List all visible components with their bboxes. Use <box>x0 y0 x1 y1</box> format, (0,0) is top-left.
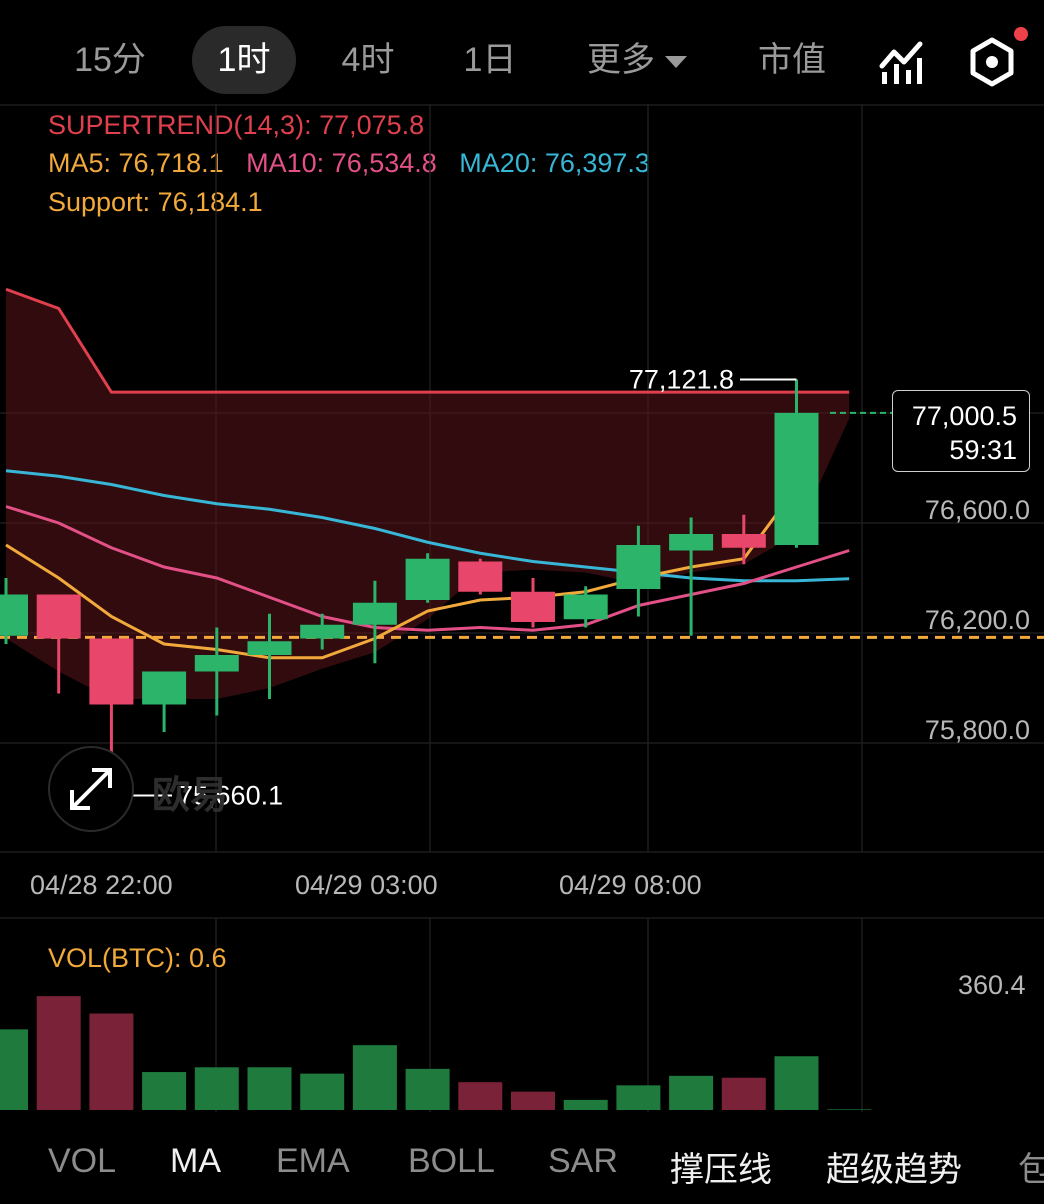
volume-bar <box>300 1073 345 1110</box>
candle-body <box>458 561 503 592</box>
expand-button[interactable] <box>48 746 134 832</box>
candle-body <box>0 594 28 636</box>
candle-countdown: 59:31 <box>949 435 1017 465</box>
hexagon-settings-icon[interactable] <box>966 36 1018 88</box>
volume-bar <box>827 1109 872 1110</box>
ma5-legend: MA5: 76,718.1 <box>48 148 224 178</box>
tab-sar[interactable]: SAR <box>548 1142 618 1180</box>
candle-body <box>563 594 608 620</box>
volume-bar <box>142 1072 187 1110</box>
volume-bar <box>721 1077 766 1110</box>
ma-legend: MA5: 76,718.1 MA10: 76,534.8 MA20: 76,39… <box>48 148 650 179</box>
support-legend: Support: 76,184.1 <box>48 187 263 217</box>
volume-bar <box>352 1045 397 1110</box>
candle-body <box>142 671 187 705</box>
ma5-line <box>5 486 798 660</box>
tab-vol[interactable]: VOL <box>48 1142 117 1180</box>
notification-dot <box>1014 27 1028 41</box>
tab-4h[interactable]: 4时 <box>341 41 395 79</box>
tab-more-label: 更多 <box>587 41 655 79</box>
volume-max-label: 360.4 <box>958 970 1026 1000</box>
last-price-tag: 77,000.5 59:31 <box>892 390 1030 472</box>
y-tick-label: 76,600.0 <box>925 495 1030 525</box>
indicator-tabs: VOL MA EMA BOLL SAR 撑压线 超级趋势 包 <box>0 1118 1044 1204</box>
candle-body <box>352 602 397 625</box>
volume-bar <box>563 1099 608 1110</box>
tab-support-resistance[interactable]: 撑压线 <box>670 1151 772 1189</box>
candle-body <box>89 638 134 705</box>
volume-bar <box>89 1013 134 1110</box>
tab-more-indicators[interactable]: 包 <box>1018 1151 1044 1189</box>
interval-tabs: 15分 1时 4时 1日 更多 市值 <box>0 0 1044 104</box>
watermark: 欧易 <box>152 775 229 817</box>
candle-body <box>300 624 345 639</box>
tab-more[interactable]: 更多 <box>572 26 702 94</box>
tab-market-cap[interactable]: 市值 <box>758 41 826 79</box>
x-label-1: 04/28 22:00 <box>30 870 173 900</box>
volume-bar <box>458 1082 503 1110</box>
tab-ema[interactable]: EMA <box>276 1142 350 1180</box>
volume-bar <box>0 1029 28 1110</box>
tab-1d[interactable]: 1日 <box>463 41 517 79</box>
volume-bar <box>669 1075 714 1110</box>
ma20-legend: MA20: 76,397.3 <box>459 148 650 178</box>
volume-bar <box>774 1056 819 1110</box>
candle-body <box>247 641 292 655</box>
candle-body <box>194 655 239 672</box>
x-label-3: 04/29 08:00 <box>559 870 702 900</box>
candle-body <box>616 545 661 589</box>
ma10-line <box>5 505 850 632</box>
volume-bar <box>36 996 81 1110</box>
volume-bar <box>616 1085 661 1110</box>
candle-body <box>36 594 81 639</box>
volume-bar <box>247 1067 292 1110</box>
supertrend-line <box>5 287 850 394</box>
candle-body <box>774 412 819 545</box>
last-price: 77,000.5 <box>911 401 1017 431</box>
draw-tool-icon[interactable] <box>876 36 928 88</box>
y-tick-label: 75,800.0 <box>925 715 1030 745</box>
tab-supertrend[interactable]: 超级趋势 <box>826 1151 962 1189</box>
tab-1h[interactable]: 1时 <box>192 26 296 94</box>
tab-boll[interactable]: BOLL <box>408 1142 495 1180</box>
volume-bar <box>405 1068 450 1110</box>
volume-bar <box>194 1067 239 1110</box>
ma20-line <box>5 469 850 583</box>
volume-bar <box>511 1091 555 1110</box>
ma10-legend: MA10: 76,534.8 <box>246 148 437 178</box>
y-tick-label: 76,200.0 <box>925 605 1030 635</box>
tab-ma[interactable]: MA <box>170 1142 221 1180</box>
high-label: 77,121.8 <box>629 365 734 395</box>
x-label-2: 04/29 03:00 <box>295 870 438 900</box>
supertrend-fill <box>6 289 850 699</box>
supertrend-legend: SUPERTREND(14,3): 77,075.8 <box>48 110 425 140</box>
candle-body <box>511 591 555 622</box>
low-label: 75,660.1 <box>178 780 283 810</box>
volume-legend: VOL(BTC): 0.6 <box>48 943 227 973</box>
candle-body <box>721 534 766 548</box>
chevron-down-icon <box>665 56 687 69</box>
candle-body <box>669 534 714 551</box>
candle-body <box>405 558 450 600</box>
expand-arrows-icon <box>70 768 112 810</box>
tab-15m[interactable]: 15分 <box>74 41 146 79</box>
